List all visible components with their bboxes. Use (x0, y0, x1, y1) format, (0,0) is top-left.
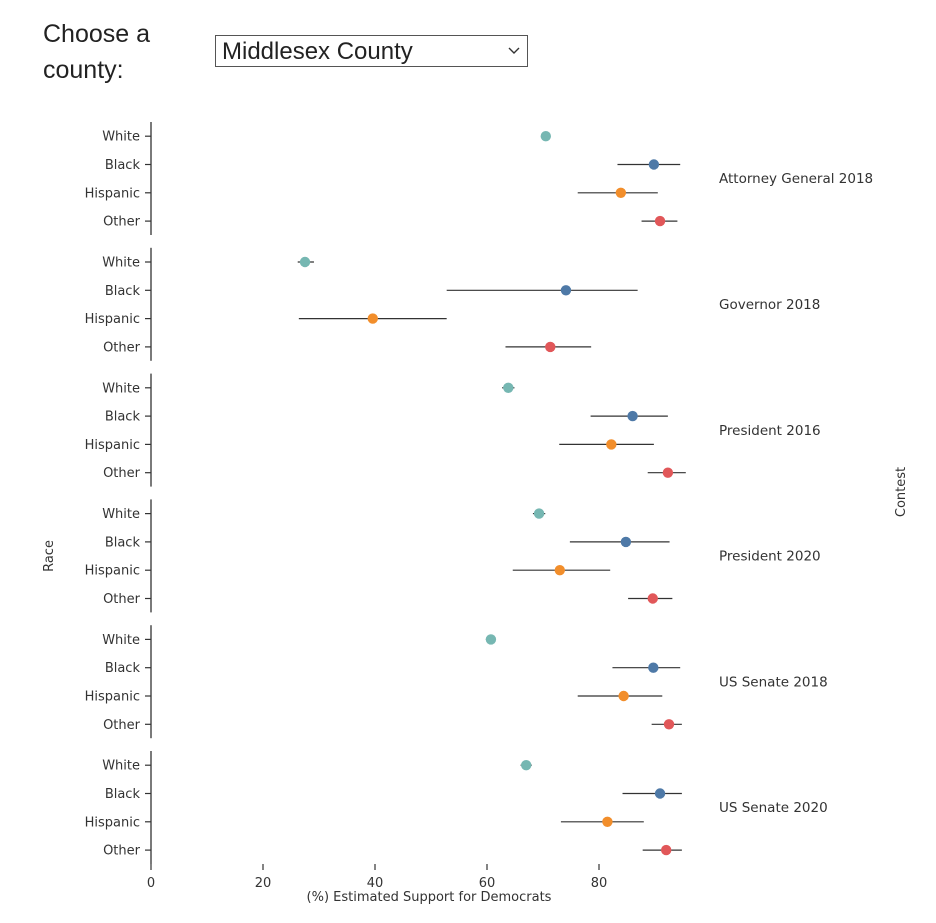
data-point (606, 439, 617, 450)
y-tick-label: Hispanic (85, 438, 140, 453)
data-point (648, 662, 659, 673)
data-point (663, 719, 675, 730)
data-point (540, 131, 551, 142)
y-tick-label: White (102, 507, 140, 522)
data-point (648, 159, 660, 170)
x-tick-label: 60 (479, 876, 496, 891)
facet-panels: White Black Hispanic Other Attorney General … (85, 122, 873, 864)
contest-label: President 2020 (719, 549, 821, 565)
y-tick-label: Black (105, 158, 141, 173)
x-tick-label: 80 (591, 876, 608, 891)
y-tick-label: White (102, 256, 140, 271)
y-tick-label: Other (103, 466, 141, 481)
data-point (662, 467, 674, 478)
data-point (602, 816, 613, 827)
y-tick-label: Hispanic (85, 564, 140, 579)
y-tick-label: Other (103, 340, 141, 355)
x-tick-label: 20 (255, 876, 272, 891)
y-tick-label: Hispanic (85, 186, 140, 201)
y-tick-label: Other (103, 215, 141, 230)
y-tick-label: Hispanic (85, 690, 140, 705)
y-tick-label: Hispanic (85, 312, 140, 327)
facet-panel: White Black Hispanic Other US Senate 2018 (85, 625, 828, 739)
data-point (661, 844, 672, 856)
y-tick-label: White (102, 130, 140, 145)
y-tick-label: White (102, 381, 140, 396)
facet-panel: White Black Hispanic Other Attorney General … (85, 122, 873, 235)
contest-label: US Senate 2018 (719, 674, 828, 690)
y-tick-label: White (102, 633, 140, 648)
data-point (620, 536, 632, 548)
contest-label: Governor 2018 (719, 297, 820, 313)
data-point (554, 565, 565, 576)
facet-panel: White Black Hispanic Other US Senate 2020 (85, 751, 828, 864)
contest-label: President 2016 (719, 423, 821, 439)
y-tick-label: Other (103, 592, 141, 607)
y-tick-label: Other (103, 844, 141, 859)
county-select-value: Middlesex County (222, 38, 413, 65)
contest-label: US Senate 2020 (719, 800, 828, 816)
x-axis-title: (%) Estimated Support for Democrats (307, 890, 552, 905)
data-point (627, 410, 638, 422)
x-tick-label: 0 (147, 876, 155, 891)
y-tick-label: Other (103, 718, 141, 733)
data-point (560, 285, 572, 296)
data-point (654, 788, 666, 799)
facet-axis-title: Contest (894, 467, 909, 517)
facet-panel: White Black Hispanic Other President 2016 (85, 373, 821, 487)
y-tick-label: Black (105, 535, 141, 550)
x-axis: 0 20 40 60 80 (147, 864, 608, 891)
y-axis-title: Race (42, 540, 57, 572)
data-point (503, 382, 514, 393)
x-tick-label: 40 (367, 876, 384, 891)
county-select[interactable]: Middlesex County (215, 35, 528, 67)
data-point (654, 215, 666, 227)
county-prompt-label: Choose a county: (43, 20, 151, 84)
facet-panel: White Black Hispanic Other Governor 2018 (85, 247, 820, 361)
data-point (485, 634, 497, 645)
contest-label: Attorney General 2018 (719, 171, 873, 187)
y-tick-label: Black (105, 284, 141, 299)
facet-panel: White Black Hispanic Other President 2020 (85, 499, 821, 613)
data-point (545, 341, 556, 353)
data-point (299, 256, 311, 268)
data-point (533, 508, 545, 519)
data-point (615, 187, 627, 198)
chevron-down-icon[interactable] (507, 39, 521, 61)
y-tick-label: Black (105, 410, 141, 425)
data-point (647, 593, 658, 604)
data-point (521, 760, 532, 771)
data-point (367, 313, 378, 324)
y-tick-label: Black (105, 787, 141, 802)
y-tick-label: White (102, 759, 140, 774)
y-tick-label: Hispanic (85, 815, 140, 830)
y-tick-label: Black (105, 661, 141, 676)
data-point (618, 690, 629, 702)
